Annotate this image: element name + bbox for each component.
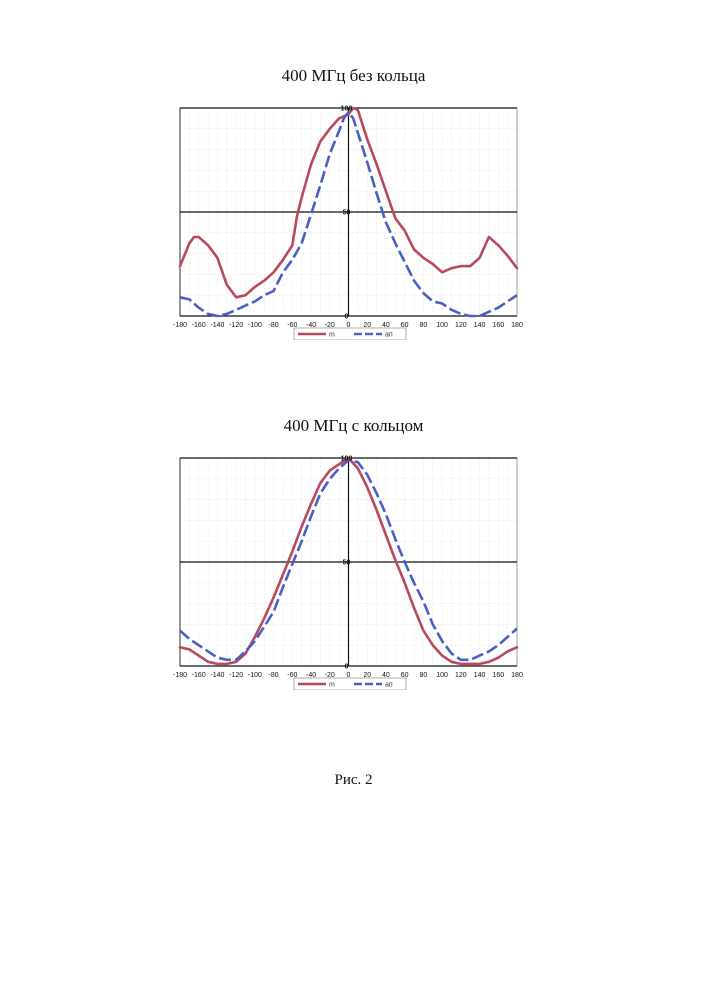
legend-label: m <box>329 332 335 339</box>
x-tick-label: -120 <box>229 672 243 679</box>
chart-2-plot: 050100-180-160-140-120-100-80-60-40-2002… <box>160 450 540 690</box>
y-tick-label: 50 <box>343 560 351 567</box>
x-tick-label: 140 <box>474 672 486 679</box>
x-tick-label: -100 <box>248 672 262 679</box>
chart-1-plot: 050100-180-160-140-120-100-80-60-40-2002… <box>160 100 540 340</box>
x-tick-label: -160 <box>192 322 206 329</box>
x-tick-label: -140 <box>210 322 224 329</box>
y-tick-label: 50 <box>343 210 351 217</box>
x-tick-label: 160 <box>492 322 504 329</box>
y-tick-label: 0 <box>345 314 349 321</box>
x-tick-label: 140 <box>474 322 486 329</box>
x-tick-label: 120 <box>455 672 467 679</box>
chart-2-title: 400 МГц с кольцом <box>0 416 707 436</box>
x-tick-label: 80 <box>419 672 427 679</box>
x-tick-label: -180 <box>173 322 187 329</box>
x-tick-label: 80 <box>419 322 427 329</box>
x-tick-label: 180 <box>511 322 523 329</box>
x-tick-label: 100 <box>436 672 448 679</box>
y-tick-label: 100 <box>341 456 353 463</box>
chart-1-title: 400 МГц без кольца <box>0 66 707 86</box>
x-tick-label: -120 <box>229 322 243 329</box>
x-tick-label: -140 <box>210 672 224 679</box>
y-tick-label: 0 <box>345 664 349 671</box>
x-tick-label: -160 <box>192 672 206 679</box>
x-tick-label: -180 <box>173 672 187 679</box>
y-tick-label: 100 <box>341 106 353 113</box>
x-tick-label: 100 <box>436 322 448 329</box>
legend-label: m <box>329 682 335 689</box>
x-tick-label: -80 <box>269 322 279 329</box>
figure-caption: Рис. 2 <box>0 772 707 789</box>
legend-label: aп <box>385 332 393 339</box>
legend: m aп <box>294 678 406 690</box>
x-tick-label: 120 <box>455 322 467 329</box>
x-tick-label: -80 <box>269 672 279 679</box>
x-tick-label: 180 <box>511 672 523 679</box>
legend: m aп <box>294 328 406 340</box>
x-tick-label: -100 <box>248 322 262 329</box>
legend-label: aп <box>385 682 393 689</box>
x-tick-label: 160 <box>492 672 504 679</box>
